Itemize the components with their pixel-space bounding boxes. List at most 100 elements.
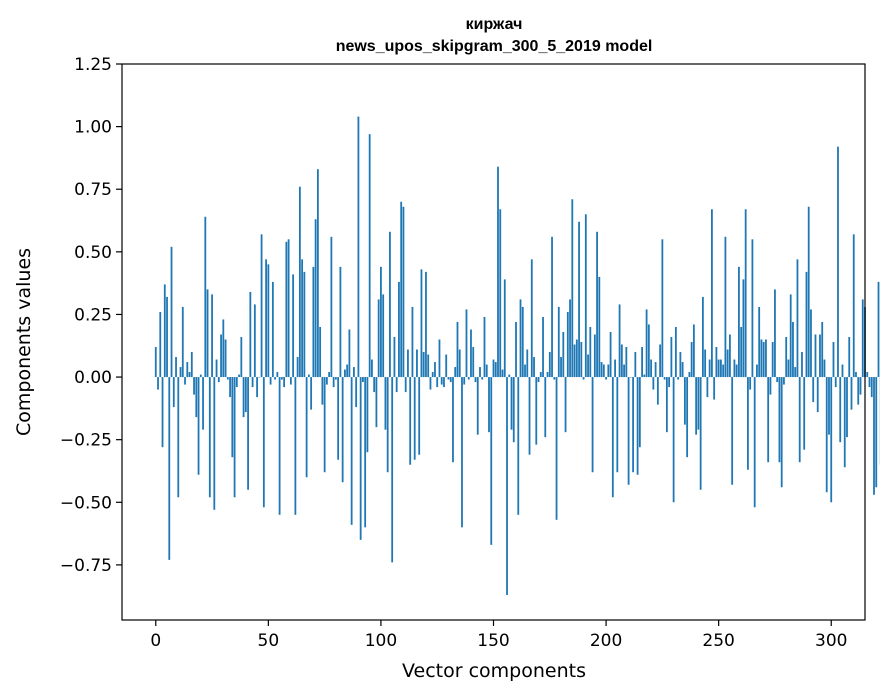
bar [163,284,166,378]
bar [650,359,653,378]
bar [499,209,502,378]
bar [427,354,430,378]
bar [193,377,195,395]
bar [341,377,344,483]
bar [373,377,376,393]
bar [704,349,707,378]
y-tick-label: −0.25 [60,431,112,451]
bar [697,377,700,430]
bar [801,352,803,378]
y-tick-label: 0.75 [74,180,112,200]
bar [618,304,621,378]
bar [774,289,776,378]
bar [456,321,459,378]
bar [458,349,461,378]
bar [485,364,488,378]
bar [548,352,551,378]
bar [355,377,358,408]
bar [172,377,175,408]
bar [449,377,452,383]
bar [515,321,517,378]
bar [641,347,643,378]
bar [598,276,601,378]
bar [337,377,340,460]
bar [717,359,720,378]
bar [404,377,407,393]
x-tick-label: 100 [365,631,397,651]
bar [526,349,529,378]
bar [580,342,583,378]
bar [452,377,454,463]
bar [154,347,157,378]
bar [654,362,657,378]
bar [668,377,671,388]
bar [476,377,479,435]
bar [265,259,267,378]
bar [222,319,225,378]
bar [663,377,666,380]
bars-group [154,116,880,595]
bar [492,359,495,378]
bar [672,377,675,503]
bar [157,377,159,390]
bar [753,377,756,508]
bar [699,377,702,490]
bar [873,377,875,495]
bar [692,324,695,378]
bar [584,214,587,378]
bar [328,372,331,378]
bar [690,342,693,378]
bar [454,367,457,378]
bar [600,362,603,378]
bar [796,259,799,378]
bar [186,362,189,378]
bar [380,266,382,378]
y-tick-label: −0.50 [60,493,112,513]
bar [551,236,553,378]
bar [386,377,389,473]
bar [481,377,484,380]
bar [828,377,830,435]
bar [701,296,704,378]
bar [440,377,443,385]
bar [402,206,405,378]
bar [756,364,758,378]
bar [463,377,466,385]
y-axis: 1.25 1.00 0.75 0.50 0.25 0.00 −0.25 −0.50 −0.75 [60,55,122,576]
bar [643,374,646,378]
bar [289,377,292,385]
plot-frame [121,63,866,621]
bar [512,377,515,443]
bar [267,264,270,378]
bar [814,334,817,378]
bar [868,377,871,388]
bar [350,377,353,525]
chart-title: киржач [466,16,523,33]
bar [711,209,713,378]
bar [407,349,409,378]
bar [366,377,369,453]
bar [179,367,182,378]
bar [798,377,801,463]
bar [260,234,263,378]
y-tick-label: 0.50 [74,243,112,263]
bar [211,294,213,378]
bar [825,377,828,493]
bar [411,306,414,378]
bar [231,377,234,458]
bar [726,349,729,378]
x-tick-label: 50 [258,631,280,651]
bar [517,377,520,515]
bar [751,239,754,378]
bar [303,271,306,378]
bar [859,377,862,395]
bar [776,377,779,383]
chart-subtitle: news_upos_skipgram_300_5_2019 model [336,38,653,55]
bar [249,291,252,378]
bar [377,299,380,378]
bar [708,359,711,378]
bar [846,377,848,438]
bar [474,377,477,383]
bar [810,309,812,378]
bar [233,377,236,498]
